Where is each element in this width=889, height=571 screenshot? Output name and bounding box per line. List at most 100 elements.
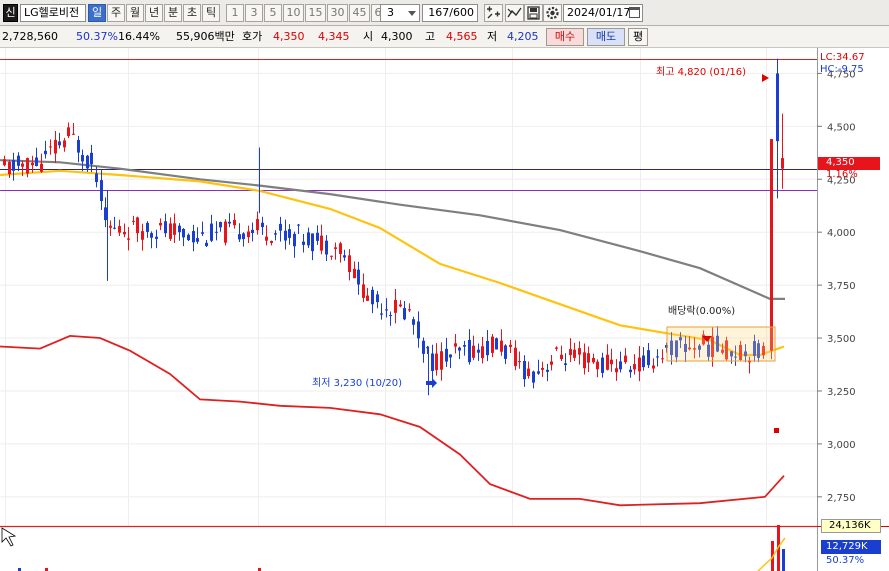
candle-body-50 [233,219,236,226]
candle-body-133 [615,368,618,373]
candle-body-65 [302,241,305,245]
candle-body-77 [357,269,360,285]
interval-button-3[interactable]: 3 [245,4,263,22]
interval-button-5[interactable]: 5 [264,4,282,22]
interval-button-15[interactable]: 15 [305,4,326,22]
period-tab-6[interactable]: 틱 [202,4,220,22]
price-chart-area[interactable]: 4,750 4,500 4,250 4,000 3,750 3,500 3,250 3,000… [0,48,889,571]
candle-body-45 [210,223,213,241]
turnover-value: 16.44% [118,30,160,43]
sell-button[interactable]: 매도 [587,28,625,46]
candle-body-51 [238,234,241,240]
candle-body-90 [417,321,420,339]
date-field[interactable]: 2024/01/17 [563,4,643,22]
candle-body-46 [215,231,218,233]
candle-body-47 [219,221,222,228]
candle-body-107 [495,338,498,350]
count-field[interactable]: 167/600 [422,4,478,22]
candle-body-48 [224,221,227,243]
candle-body-146 [675,340,678,358]
candle-body-120 [555,347,558,349]
candle-body-140 [647,350,650,366]
crosshair-icon[interactable] [484,4,503,22]
calendar-icon[interactable] [629,7,640,18]
candle-body-26 [123,231,126,235]
candle-body-6 [31,162,34,166]
interval-button-30[interactable]: 30 [327,4,348,22]
candle-body-85 [394,299,397,313]
candle-body-19 [90,152,93,165]
candle-body-89 [412,319,415,325]
low-label: 저 [487,30,498,43]
candle-body-101 [468,339,471,363]
candlestick-chart[interactable]: 4,750 4,500 4,250 4,000 3,750 3,500 3,250 3,000… [0,48,889,571]
candle-body-72 [334,247,337,249]
candle-body-9 [44,150,47,155]
candle-body-129 [596,361,599,370]
candle-body-68 [316,232,319,241]
period-tab-5[interactable]: 초 [183,4,201,22]
y-tick-label: 3,750 [827,281,856,292]
gear-icon[interactable] [543,4,562,22]
stock-name-field[interactable]: LG헬로비전 [20,4,86,22]
interval-select[interactable]: 3 [380,4,420,22]
candle-body-35 [164,221,167,234]
period-tab-4[interactable]: 분 [164,4,182,22]
candle-body-104 [481,346,484,359]
candle-body-158 [730,351,733,357]
volume-bar-3 [18,568,21,571]
compare-chart-icon[interactable] [505,4,524,22]
candle-body-80 [371,289,374,305]
low-price-value: 4,205 [507,30,539,43]
interval-button-10[interactable]: 10 [283,4,304,22]
candle-body-43 [201,232,204,234]
period-tab-2[interactable]: 월 [126,4,144,22]
candle-body-18 [86,155,89,169]
candle-body-12 [58,141,61,146]
quote-info-bar: 2,728,560 50.37% 16.44% 55,906백만 호가 4,35… [0,26,889,48]
interval-button-1[interactable]: 1 [226,4,244,22]
candle-body-108 [500,340,503,352]
interval-select-value: 3 [387,6,394,19]
eval-button[interactable]: 평 [628,28,648,46]
save-icon[interactable] [524,4,543,22]
y-tick-label: 4,250 [827,175,856,186]
period-tab-3[interactable]: 년 [145,4,163,22]
candle-body-30 [141,231,144,240]
period-tab-1[interactable]: 주 [107,4,125,22]
candle-body-97 [449,354,452,358]
candle-body-117 [541,367,544,370]
candle-body-78 [362,284,365,298]
candle-body-159 [734,356,737,358]
candle-body-147 [679,337,682,341]
candle-body-155 [716,335,719,352]
interval-button-45[interactable]: 45 [349,4,370,22]
candle-body-132 [610,359,613,365]
candle-body-109 [504,345,507,359]
y-tick-label: 3,000 [827,440,856,451]
volume-ratio-value: 50.37% [76,30,118,43]
candle-body-100 [463,345,466,347]
candle-body-118 [546,369,549,372]
candle-body-54 [251,229,254,234]
stock-type-badge[interactable]: 신 [3,4,18,22]
candle-body-69 [320,235,323,251]
candle-body-96 [445,348,448,362]
buy-button[interactable]: 매수 [546,28,584,46]
y-tick-label: 4,000 [827,228,856,239]
candle-body-165 [762,345,765,356]
y-tick-label: 4,500 [827,122,856,133]
grid-lines [0,48,817,526]
candle-body-151 [698,345,701,350]
volume-bar-4 [45,568,48,571]
period-tab-0[interactable]: 일 [88,4,106,22]
candle-body-156 [721,349,724,353]
candle-body-25 [118,226,121,233]
candle-body-62 [288,229,291,238]
candle-body-98 [454,343,457,347]
candle-body-56 [261,222,264,228]
count-total: /600 [449,6,474,19]
candle-body-66 [307,232,310,246]
current-marker [774,428,779,433]
long-moving-average-line [0,159,785,300]
